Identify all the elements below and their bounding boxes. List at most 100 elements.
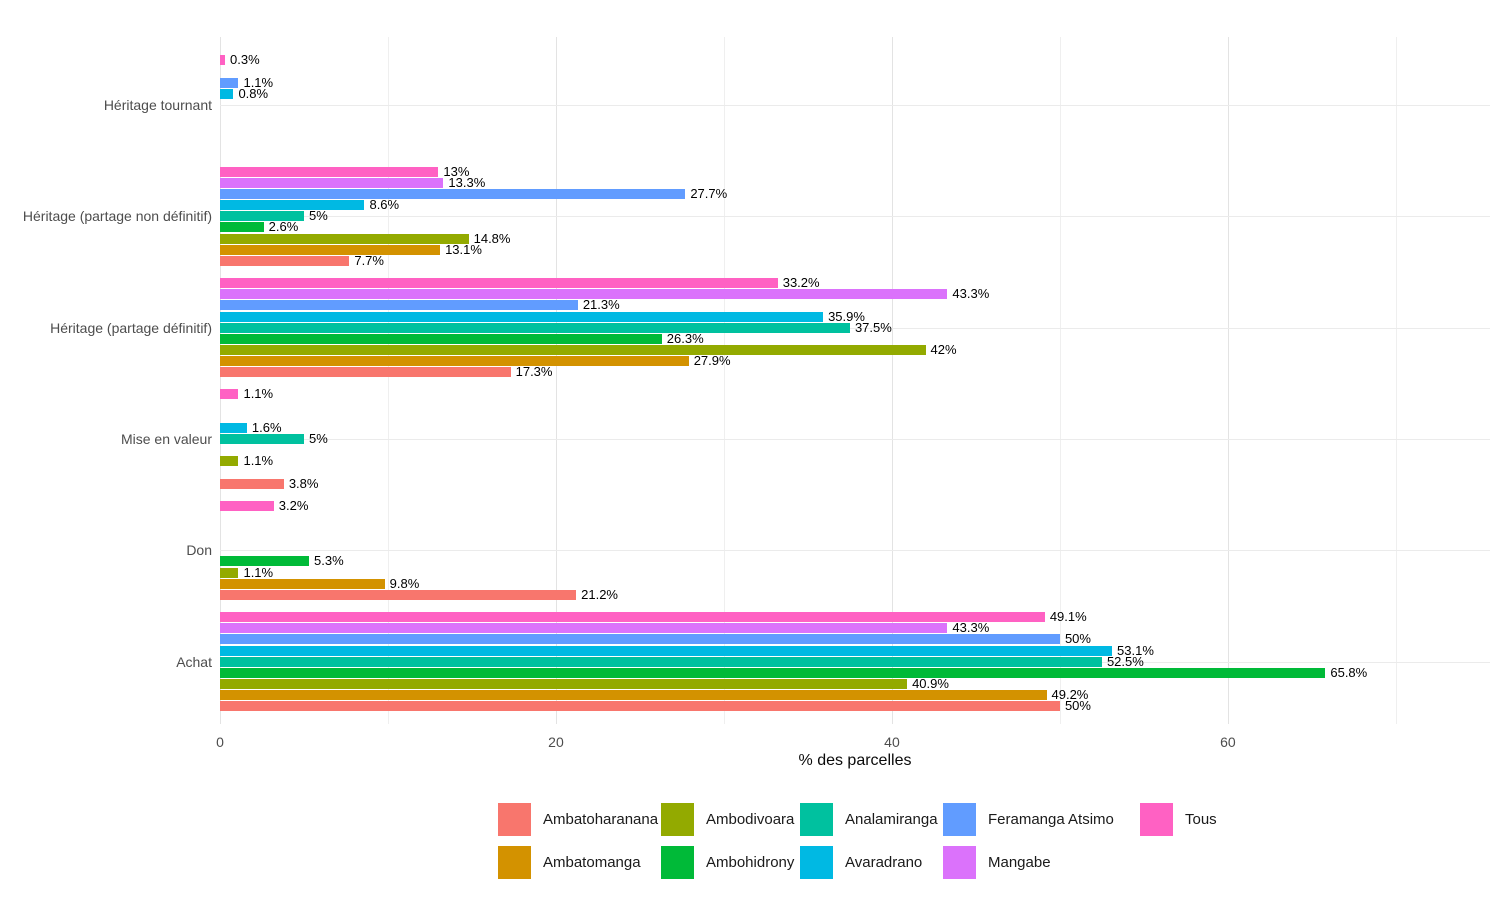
category-gridline xyxy=(220,216,1490,217)
legend-item-ambatoharanana: Ambatoharanana xyxy=(498,803,661,836)
bar-feramanga-atsimo xyxy=(220,300,578,311)
y-axis-category-label: Héritage tournant xyxy=(103,97,212,113)
bar-value-label: 26.3% xyxy=(666,330,704,346)
legend-swatch xyxy=(661,803,694,836)
minor-gridline xyxy=(723,37,725,724)
bar-value-label: 1.1% xyxy=(243,564,274,580)
legend-swatch xyxy=(1140,803,1173,836)
bar-value-label: 5.3% xyxy=(314,553,344,569)
bar-value-label: 13% xyxy=(443,163,470,179)
major-gridline xyxy=(891,37,893,724)
bar-feramanga-atsimo xyxy=(220,189,686,200)
bar-value-label: 13.1% xyxy=(445,241,482,257)
bar-ambodivoara xyxy=(220,344,926,355)
y-axis-category-label: Héritage (partage non définitif) xyxy=(22,208,212,225)
bar-value-label: 9.8% xyxy=(389,575,420,591)
bar-ambohidrony xyxy=(220,667,1326,678)
bar-ambodivoara xyxy=(220,456,239,467)
bar-value-label: 50% xyxy=(1064,698,1091,714)
bar-value-label: 0.8% xyxy=(238,85,269,101)
bar-value-label: 3.2% xyxy=(278,497,309,513)
bar-value-label: 1.1% xyxy=(243,74,274,90)
bar-mangabe xyxy=(220,177,444,188)
bar-avaradrano xyxy=(220,200,365,211)
bar-value-label: 65.8% xyxy=(1330,664,1368,680)
x-tick-label: 60 xyxy=(1220,734,1236,750)
legend-item-ambatomanga: Ambatomanga xyxy=(498,846,661,879)
bar-ambatoharanana xyxy=(220,367,511,378)
minor-gridline xyxy=(1395,37,1397,724)
x-tick-label: 20 xyxy=(548,734,564,750)
legend-swatch xyxy=(661,846,694,879)
y-axis-category-label: Héritage (partage définitif) xyxy=(50,319,212,336)
bar-ambatoharanana xyxy=(220,478,284,489)
legend-label: Tous xyxy=(1185,811,1217,828)
legend-swatch xyxy=(943,846,976,879)
bar-tous xyxy=(220,389,239,400)
y-axis-category-label: Achat xyxy=(176,653,212,670)
legend-item-avaradrano: Avaradrano xyxy=(800,846,943,879)
bar-mangabe xyxy=(220,623,948,634)
bar-analamiranga xyxy=(220,433,304,444)
legend-label: Ambatomanga xyxy=(543,854,641,871)
category-gridline xyxy=(220,328,1490,329)
bar-value-label: 0.3% xyxy=(230,52,260,68)
category-gridline xyxy=(220,439,1490,440)
legend-label: Mangabe xyxy=(988,854,1051,871)
legend-label: Ambohidrony xyxy=(706,854,795,871)
legend-item-feramanga-atsimo: Feramanga Atsimo xyxy=(943,803,1140,836)
bar-tous xyxy=(220,166,439,177)
x-tick-label: 0 xyxy=(216,734,224,750)
bar-tous xyxy=(220,500,274,511)
plot-panel: 0.3% 1.1% 0.8% 13% 13.3% 27.7% 8.6% 5% 2.6% 14.8%… xyxy=(220,37,1490,724)
legend-item-ambodivoara: Ambodivoara xyxy=(661,803,800,836)
legend-label: Feramanga Atsimo xyxy=(988,811,1114,828)
legend-item-ambohidrony: Ambohidrony xyxy=(661,846,800,879)
bar-value-label: 27.9% xyxy=(693,353,731,369)
legend-label: Ambatoharanana xyxy=(543,811,659,828)
bar-value-label: 1.1% xyxy=(243,453,274,469)
bar-analamiranga xyxy=(220,322,850,333)
legend-label: Analamiranga xyxy=(845,811,938,828)
bar-ambohidrony xyxy=(220,333,662,344)
bar-value-label: 17.3% xyxy=(515,364,553,380)
bar-feramanga-atsimo xyxy=(220,77,239,88)
bar-value-label: 53.1% xyxy=(1117,642,1154,658)
bar-value-label: 7.7% xyxy=(354,252,384,268)
bar-value-label: 49.2% xyxy=(1051,687,1089,703)
bar-value-label: 43.3% xyxy=(952,286,990,302)
bar-avaradrano xyxy=(220,88,234,99)
x-tick-label: 40 xyxy=(884,734,900,750)
bar-ambatomanga xyxy=(220,578,385,589)
category-gridline xyxy=(220,550,1490,551)
bar-value-label: 1.1% xyxy=(243,386,274,402)
bar-value-label: 5% xyxy=(308,430,328,446)
bar-avaradrano xyxy=(220,422,247,433)
x-axis-title: % des parcelles xyxy=(798,752,912,769)
bar-feramanga-atsimo xyxy=(220,634,1060,645)
major-gridline xyxy=(1227,37,1229,724)
bar-mangabe xyxy=(220,289,948,300)
legend-swatch xyxy=(943,803,976,836)
bar-analamiranga xyxy=(220,211,304,222)
legend-item-analamiranga: Analamiranga xyxy=(800,803,943,836)
y-axis-category-label: Don xyxy=(186,542,212,559)
bar-ambodivoara xyxy=(220,567,239,578)
bar-value-label: 27.7% xyxy=(690,186,728,202)
bar-tous xyxy=(220,278,778,289)
bar-value-label: 50% xyxy=(1064,631,1091,647)
minor-gridline xyxy=(1059,37,1061,724)
bar-value-label: 37.5% xyxy=(854,319,892,335)
bar-value-label: 5% xyxy=(308,208,328,224)
bar-value-label: 21.2% xyxy=(581,586,618,602)
bar-value-label: 35.9% xyxy=(828,308,865,324)
bar-analamiranga xyxy=(220,656,1102,667)
major-gridline xyxy=(220,37,221,724)
bar-value-label: 2.6% xyxy=(268,219,299,235)
bar-value-label: 43.3% xyxy=(952,620,990,636)
y-axis-category-label: Mise en valeur xyxy=(120,430,212,447)
bar-avaradrano xyxy=(220,645,1113,656)
bar-value-label: 1.6% xyxy=(251,419,282,435)
bar-ambatoharanana xyxy=(220,255,350,266)
